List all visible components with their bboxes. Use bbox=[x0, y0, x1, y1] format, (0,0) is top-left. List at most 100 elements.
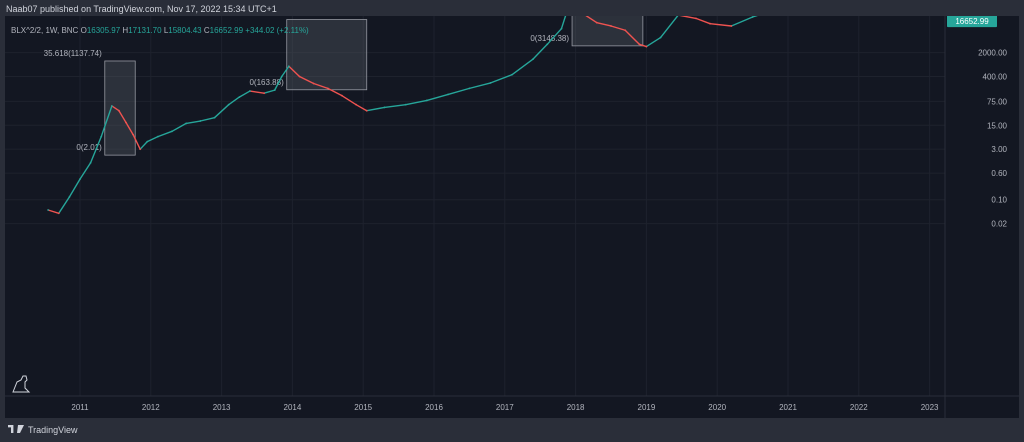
price-segment bbox=[227, 96, 241, 106]
price-segment bbox=[47, 209, 60, 215]
price-point bbox=[404, 103, 407, 106]
price-point bbox=[171, 130, 173, 133]
price-segment bbox=[468, 82, 492, 90]
price-segment bbox=[751, 16, 758, 18]
time-axis-label: 2012 bbox=[142, 403, 160, 412]
fib-range-box bbox=[104, 60, 136, 156]
time-axis-label: 2011 bbox=[71, 403, 89, 412]
price-point bbox=[638, 43, 641, 46]
price-segment bbox=[659, 16, 679, 39]
price-point bbox=[695, 17, 697, 20]
publish-info: Naab07 published on TradingView.com, Nov… bbox=[6, 4, 277, 14]
price-point bbox=[468, 87, 471, 90]
price-segment bbox=[645, 36, 662, 48]
price-segment bbox=[312, 82, 329, 90]
price-segment bbox=[709, 23, 733, 27]
price-point bbox=[447, 93, 450, 96]
brand-name: TradingView bbox=[28, 425, 78, 435]
price-segment bbox=[355, 103, 368, 112]
price-segment bbox=[146, 135, 159, 143]
price-point bbox=[510, 73, 513, 76]
price-point bbox=[312, 82, 315, 85]
price-segment bbox=[560, 16, 567, 30]
price-segment bbox=[695, 17, 711, 25]
price-segment bbox=[447, 87, 471, 96]
symbol-label: BLX^2/2, 1W, BNC bbox=[11, 26, 79, 35]
price-point bbox=[79, 178, 81, 181]
time-axis-label: 2018 bbox=[567, 403, 585, 412]
open-value: 16305.97 bbox=[86, 26, 121, 35]
price-point bbox=[326, 87, 329, 90]
price-segment bbox=[511, 58, 534, 76]
change-value: +344.02 (+2.11%) bbox=[245, 26, 309, 35]
time-axis-label: 2021 bbox=[779, 403, 797, 412]
price-point bbox=[227, 103, 230, 106]
price-segment bbox=[139, 140, 148, 150]
price-point bbox=[249, 90, 251, 92]
high-value: 17131.70 bbox=[128, 26, 162, 35]
price-point bbox=[709, 22, 712, 25]
time-axis-label: 2015 bbox=[354, 403, 372, 412]
time-axis-label: 2016 bbox=[425, 403, 443, 412]
chart-svg[interactable]: 35.618(1137.74) 0(2.01) 15.618(18517.85) 0(… bbox=[5, 16, 1019, 418]
price-point bbox=[426, 99, 428, 102]
price-segment bbox=[366, 106, 386, 112]
price-segment bbox=[185, 120, 202, 125]
price-segment bbox=[404, 99, 428, 106]
time-axis-label: 2022 bbox=[850, 403, 868, 412]
price-point bbox=[489, 82, 492, 84]
dinosaur-icon[interactable] bbox=[12, 375, 31, 393]
price-segment bbox=[68, 178, 81, 198]
price-point bbox=[238, 96, 241, 98]
price-segment bbox=[585, 16, 598, 24]
price-segment bbox=[489, 74, 513, 84]
price-point bbox=[89, 161, 92, 164]
price-segment bbox=[249, 90, 265, 94]
time-axis-label: 2014 bbox=[284, 403, 302, 412]
price-segment bbox=[125, 121, 134, 136]
chart-pane[interactable]: 35.618(1137.74) 0(2.01) 15.618(18517.85) 0(… bbox=[5, 16, 1019, 418]
price-segment bbox=[238, 90, 251, 98]
price-axis-label: 75.00 bbox=[987, 97, 1008, 106]
price-point bbox=[610, 25, 612, 27]
price-segment bbox=[426, 93, 449, 102]
price-segment bbox=[132, 133, 141, 150]
price-segment bbox=[383, 103, 407, 109]
price-segment bbox=[89, 135, 102, 164]
price-point bbox=[263, 92, 265, 95]
close-label: C bbox=[203, 26, 210, 35]
price-point bbox=[730, 25, 733, 27]
price-axis-label: 0.10 bbox=[991, 196, 1007, 205]
price-segment bbox=[111, 105, 120, 112]
tradingview-logo-icon bbox=[8, 425, 24, 435]
tradingview-logo[interactable]: TradingView bbox=[8, 425, 78, 435]
price-axis-label: 0.02 bbox=[991, 220, 1007, 229]
price-segment bbox=[532, 43, 548, 60]
price-segment bbox=[157, 130, 173, 138]
price-point bbox=[341, 94, 343, 97]
price-point bbox=[355, 103, 358, 106]
time-axis-label: 2023 bbox=[921, 403, 939, 412]
time-axis-label: 2017 bbox=[496, 403, 514, 412]
price-segment bbox=[100, 105, 113, 138]
price-segment bbox=[274, 75, 283, 91]
price-point bbox=[118, 109, 120, 112]
price-point bbox=[365, 109, 368, 112]
price-point bbox=[659, 36, 662, 39]
price-point bbox=[645, 45, 648, 48]
price-segment bbox=[281, 65, 290, 78]
low-label: L bbox=[163, 26, 169, 35]
fib-range-box bbox=[571, 16, 644, 47]
price-point bbox=[273, 89, 276, 92]
time-axis-label: 2020 bbox=[708, 403, 726, 412]
price-segment bbox=[263, 89, 276, 94]
price-point bbox=[139, 148, 142, 151]
fib-bottom-label: 0(3148.38) bbox=[530, 34, 569, 43]
price-point bbox=[595, 21, 598, 24]
open-label: O bbox=[80, 26, 87, 35]
price-point bbox=[146, 140, 149, 143]
low-value: 15804.43 bbox=[168, 26, 202, 35]
price-point bbox=[125, 121, 127, 124]
price-point bbox=[624, 29, 627, 32]
fib-bottom-label: 0(163.88) bbox=[249, 78, 284, 87]
